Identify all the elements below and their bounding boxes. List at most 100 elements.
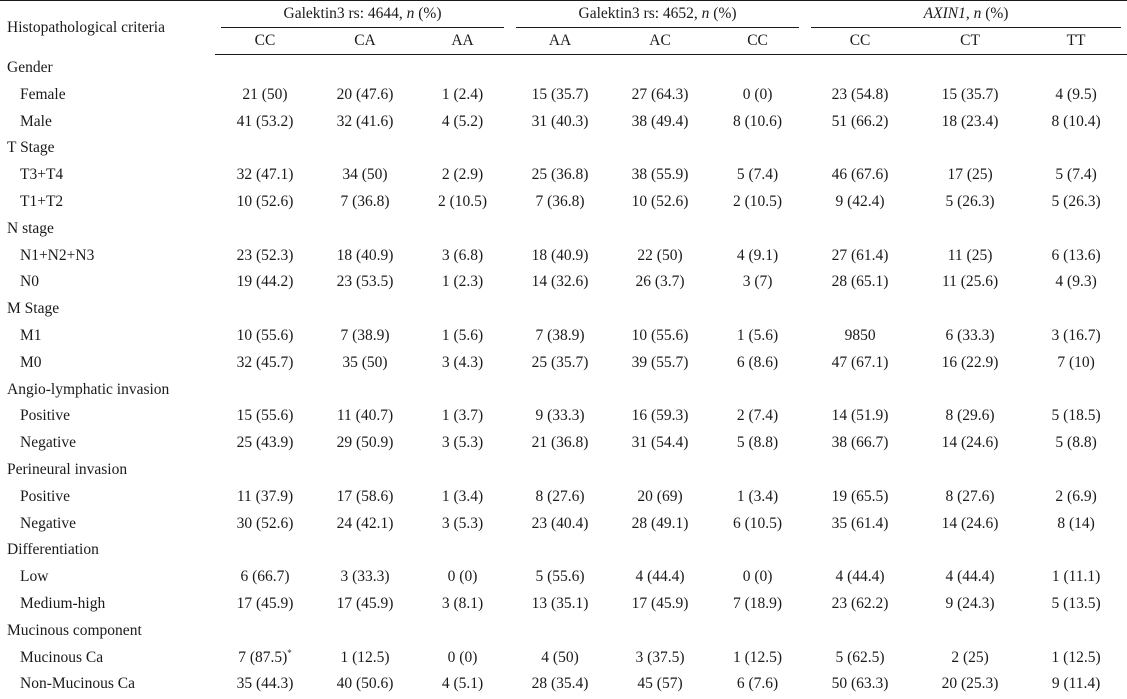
table-cell: 10 (55.6) bbox=[610, 323, 710, 350]
cell-value: 6 (10.5) bbox=[733, 514, 783, 532]
cell-value: 1 (2.4) bbox=[441, 85, 484, 103]
table-row: T1+T2 10 (52.6) 7 (36.8) 2 (10.5) 7 (36.8) 10… bbox=[0, 189, 1127, 216]
table-cell: 7 (38.9) bbox=[510, 323, 610, 350]
table-cell: 2 (7.4) bbox=[710, 403, 805, 430]
category-row: Differentiation bbox=[0, 537, 1127, 564]
cell-value: 1 (3.4) bbox=[736, 487, 779, 505]
cell-value: 31 (40.3) bbox=[531, 112, 589, 130]
table-cell: 5 (26.3) bbox=[1025, 189, 1127, 216]
row-label: M1 bbox=[20, 326, 42, 344]
row-label: Positive bbox=[20, 487, 70, 505]
row-label: Mucinous Ca bbox=[20, 648, 104, 666]
cell-value: 5 (18.5) bbox=[1051, 407, 1101, 425]
table-cell: 23 (40.4) bbox=[510, 511, 610, 538]
cell-value: 11 (40.7) bbox=[336, 407, 394, 425]
table-cell: 17 (25) bbox=[915, 162, 1025, 189]
cell-value: 4 (44.4) bbox=[835, 568, 885, 586]
table-cell: 2 (25) bbox=[915, 645, 1025, 672]
table-cell: 16 (22.9) bbox=[915, 350, 1025, 377]
table-cell: 39 (55.7) bbox=[610, 350, 710, 377]
table-row: N0 19 (44.2) 23 (53.5) 1 (2.3) 14 (32.6) 26 (… bbox=[0, 269, 1127, 296]
cell-value: 14 (24.6) bbox=[941, 434, 999, 452]
table-cell: 21 (36.8) bbox=[510, 430, 610, 457]
table-row: Negative 25 (43.9) 29 (50.9) 3 (5.3) 21 (36.… bbox=[0, 430, 1127, 457]
cell-value: 7 (36.8) bbox=[340, 192, 390, 210]
cell-value: 18 (40.9) bbox=[336, 246, 394, 264]
cell-value: 28 (35.4) bbox=[531, 675, 589, 693]
cell-value: 7 (38.9) bbox=[535, 326, 585, 344]
table-cell: 35 (50) bbox=[315, 350, 415, 377]
category-label: Differentiation bbox=[7, 541, 99, 559]
subcolumn-header: CC bbox=[805, 28, 916, 55]
table-row: M0 32 (45.7) 35 (50) 3 (4.3) 25 (35.7) 39 (55… bbox=[0, 350, 1127, 377]
table-row: Male 41 (53.2) 32 (41.6) 4 (5.2) 31 (40.3) 38… bbox=[0, 109, 1127, 136]
table-body: Gender Female 21 (50) 20 (47.6) 1 (2.4) 15 (3… bbox=[0, 55, 1127, 699]
table-cell: 8 (10.4) bbox=[1025, 109, 1127, 136]
cell-value: 2 (25) bbox=[951, 648, 989, 666]
table-cell: 41 (53.2) bbox=[215, 109, 315, 136]
cell-value: 1 (12.5) bbox=[340, 648, 390, 666]
table-cell: 10 (52.6) bbox=[610, 189, 710, 216]
cell-value: 6 (33.3) bbox=[945, 326, 995, 344]
cell-value: 9 (33.3) bbox=[535, 407, 585, 425]
table-cell: 18 (23.4) bbox=[915, 109, 1025, 136]
row-label: Negative bbox=[20, 514, 76, 532]
table-cell: 9850 bbox=[805, 323, 915, 350]
table-cell: 14 (51.9) bbox=[805, 403, 915, 430]
cell-value: 7 (18.9) bbox=[733, 594, 783, 612]
category-row: Angio-lymphatic invasion bbox=[0, 377, 1127, 404]
cell-value: 5 (8.8) bbox=[736, 434, 779, 452]
category-label: N stage bbox=[7, 219, 54, 237]
cell-value: 17 (58.6) bbox=[336, 487, 394, 505]
cell-value: 51 (66.2) bbox=[831, 112, 889, 130]
table-cell: 0 (0) bbox=[415, 564, 510, 591]
table-cell: 7 (87.5)* bbox=[215, 645, 315, 672]
group-header-axin1: AXIN1, n (%) bbox=[805, 0, 1127, 28]
table-cell: 3 (8.1) bbox=[415, 591, 510, 618]
table-cell: 30 (52.6) bbox=[215, 511, 315, 538]
cell-value: 11 (37.9) bbox=[236, 487, 294, 505]
cell-value: 34 (50) bbox=[342, 166, 388, 184]
table-cell: 4 (44.4) bbox=[915, 564, 1025, 591]
cell-value: 15 (35.7) bbox=[941, 85, 999, 103]
category-label: Gender bbox=[7, 59, 53, 76]
table-cell: 11 (25.6) bbox=[915, 269, 1025, 296]
table-cell: 8 (29.6) bbox=[915, 403, 1025, 430]
cell-value: 2 (10.5) bbox=[437, 192, 488, 210]
table-cell: 16 (59.3) bbox=[610, 403, 710, 430]
cell-value: 8 (10.4) bbox=[1051, 112, 1101, 130]
category-row: N stage bbox=[0, 216, 1127, 243]
table-cell: 40 (50.6) bbox=[315, 671, 415, 698]
group-header-galektin3-4644: Galektin3 rs: 4644, n (%) bbox=[215, 0, 511, 28]
table-cell: 4 (44.4) bbox=[805, 564, 915, 591]
subcolumn-header: TT bbox=[1025, 28, 1127, 55]
table-cell: 5 (55.6) bbox=[510, 564, 610, 591]
table-cell: 3 (6.8) bbox=[415, 243, 510, 270]
category-label: M Stage bbox=[7, 300, 60, 318]
cell-value: 1 (5.6) bbox=[441, 326, 484, 344]
cell-value: 1 (3.7) bbox=[441, 407, 484, 425]
row-label: T1+T2 bbox=[20, 192, 64, 210]
cell-value: 10 (55.6) bbox=[236, 326, 294, 344]
table-cell: 1 (5.6) bbox=[710, 323, 805, 350]
row-label: Negative bbox=[20, 434, 76, 452]
table-cell: 3 (5.3) bbox=[415, 430, 510, 457]
cell-value: 38 (49.4) bbox=[631, 112, 689, 130]
cell-value: 46 (67.6) bbox=[831, 166, 889, 184]
table-cell: 23 (52.3) bbox=[215, 243, 315, 270]
table-cell: 17 (45.9) bbox=[215, 591, 315, 618]
table-row: Female 21 (50) 20 (47.6) 1 (2.4) 15 (35.7) 27… bbox=[0, 82, 1127, 109]
cell-value: 19 (65.5) bbox=[831, 487, 889, 505]
cell-value: 3 (5.3) bbox=[441, 514, 484, 532]
table-cell: 6 (66.7) bbox=[215, 564, 315, 591]
table-row: Positive 11 (37.9) 17 (58.6) 1 (3.4) 8 (27.6… bbox=[0, 484, 1127, 511]
table-cell: 29 (50.9) bbox=[315, 430, 415, 457]
cell-value: 11 (25) bbox=[947, 246, 993, 264]
cell-value: 35 (50) bbox=[342, 353, 388, 371]
table-row: T3+T4 32 (47.1) 34 (50) 2 (2.9) 25 (36.8) 38 … bbox=[0, 162, 1127, 189]
cell-value: 0 (0) bbox=[447, 568, 478, 586]
row-label: Low bbox=[20, 568, 49, 586]
subcolumn-header: CA bbox=[315, 28, 415, 55]
table-cell: 28 (65.1) bbox=[805, 269, 915, 296]
table-cell: 38 (49.4) bbox=[610, 109, 710, 136]
